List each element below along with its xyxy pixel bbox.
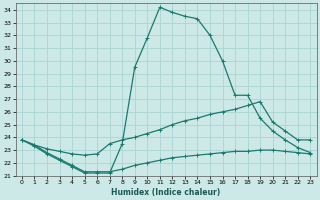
X-axis label: Humidex (Indice chaleur): Humidex (Indice chaleur) [111,188,221,197]
